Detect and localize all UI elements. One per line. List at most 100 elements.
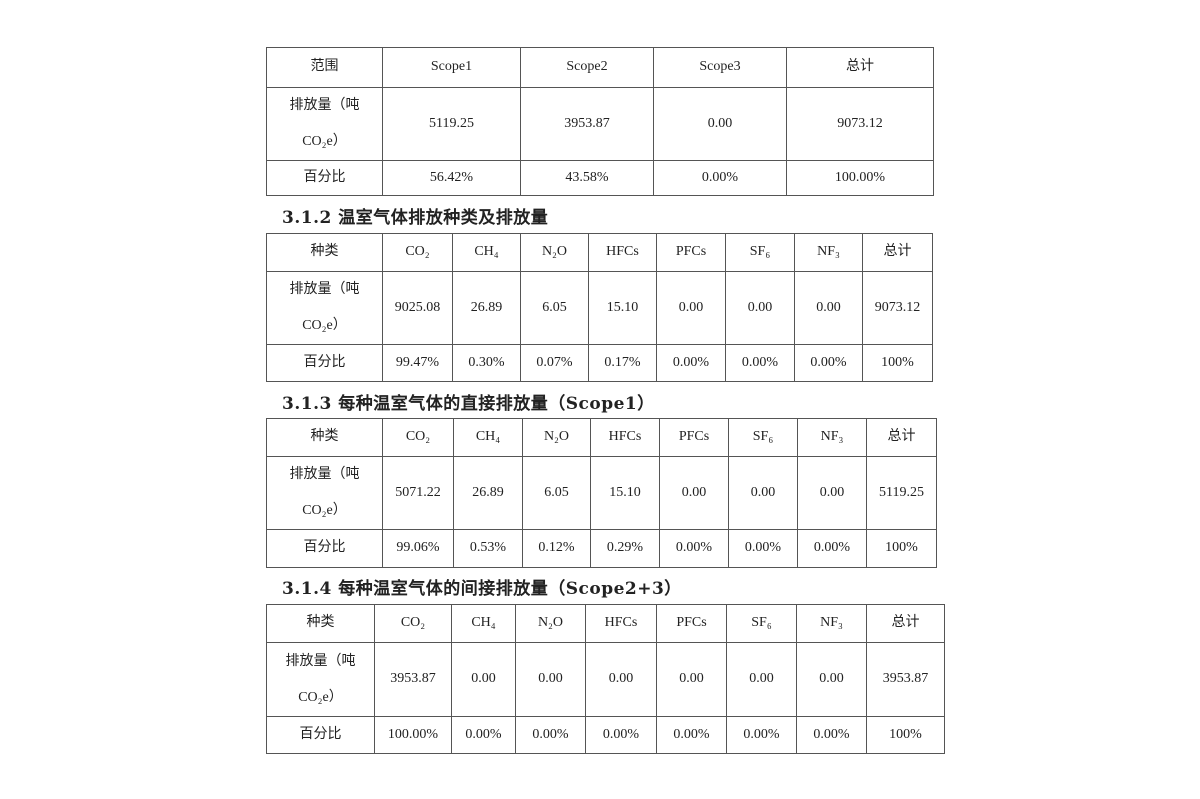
header-cell: N₂O (520, 233, 589, 272)
value-cell: 0.00% (515, 716, 586, 754)
table-row: 百分比 56.42% 43.58% 0.00% 100.00% (266, 160, 934, 196)
value-cell: 100% (862, 344, 933, 382)
value-cell: 0.00% (794, 344, 863, 382)
section-heading: 3.1.2 温室气体排放种类及排放量 (282, 208, 549, 228)
row-label-cell: 百分比 (266, 160, 383, 196)
header-cell: CH₄ (451, 604, 516, 643)
value-cell: 99.06% (382, 529, 454, 568)
value-cell: 0.00% (796, 716, 867, 754)
header-cell: PFCs (656, 233, 726, 272)
header-cell: HFCs (585, 604, 657, 643)
header-cell: 种类 (266, 604, 375, 643)
emissions-table: 种类 CO₂ CH₄ N₂O HFCs PFCs SF₆ NF₃ 总计 排放量（吨CO₂e） 507… (266, 418, 937, 568)
header-cell: HFCs (588, 233, 657, 272)
header-cell: Scope2 (520, 47, 654, 88)
row-label-cell: 百分比 (266, 344, 383, 382)
value-cell: 0.00 (725, 271, 795, 345)
value-cell: 5119.25 (866, 456, 937, 530)
value-cell: 0.00 (656, 642, 727, 717)
row-label-cell: 排放量（吨CO₂e） (266, 87, 383, 161)
value-cell: 5071.22 (382, 456, 454, 530)
value-cell: 0.00% (659, 529, 729, 568)
value-cell: 0.00 (653, 87, 787, 161)
header-cell: 总计 (862, 233, 933, 272)
value-cell: 0.00% (653, 160, 787, 196)
value-cell: 0.00 (656, 271, 726, 345)
header-cell: Scope1 (382, 47, 521, 88)
table-row: 排放量（吨CO₂e） 3953.87 0.00 0.00 0.00 0.00 0.00 0.0… (266, 642, 945, 717)
header-cell: NF₃ (797, 418, 867, 457)
value-cell: 3953.87 (374, 642, 452, 717)
value-cell: 100.00% (374, 716, 452, 754)
header-cell: NF₃ (796, 604, 867, 643)
header-cell: CH₄ (452, 233, 521, 272)
header-cell: PFCs (656, 604, 727, 643)
table-row: 排放量（吨CO₂e） 9025.08 26.89 6.05 15.10 0.00 0.00 0… (266, 271, 933, 345)
table-header-row: 种类 CO₂ CH₄ N₂O HFCs PFCs SF₆ NF₃ 总计 (266, 233, 933, 272)
value-cell: 0.00 (515, 642, 586, 717)
value-cell: 100% (866, 716, 945, 754)
table-row: 百分比 99.47% 0.30% 0.07% 0.17% 0.00% 0.00% 0.00% 1… (266, 344, 933, 382)
value-cell: 0.00% (797, 529, 867, 568)
row-label-cell: 排放量（吨CO₂e） (266, 642, 375, 717)
emissions-table: 范围 Scope1 Scope2 Scope3 总计 排放量（吨CO₂e） 5119.25 3… (266, 47, 934, 196)
row-label-cell: 排放量（吨CO₂e） (266, 271, 383, 345)
table-header-row: 种类 CO₂ CH₄ N₂O HFCs PFCs SF₆ NF₃ 总计 (266, 604, 945, 643)
value-cell: 0.00% (656, 716, 727, 754)
table-row: 排放量（吨CO₂e） 5119.25 3953.87 0.00 9073.12 (266, 87, 934, 161)
header-cell: N₂O (515, 604, 586, 643)
value-cell: 3953.87 (520, 87, 654, 161)
value-cell: 0.00 (796, 642, 867, 717)
value-cell: 3953.87 (866, 642, 945, 717)
header-cell: CO₂ (382, 418, 454, 457)
row-label-cell: 排放量（吨CO₂e） (266, 456, 383, 530)
row-label-cell: 百分比 (266, 716, 375, 754)
value-cell: 0.07% (520, 344, 589, 382)
value-cell: 100.00% (786, 160, 934, 196)
value-cell: 0.00% (451, 716, 516, 754)
header-cell: HFCs (590, 418, 660, 457)
value-cell: 0.53% (453, 529, 523, 568)
section-heading: 3.1.3 每种温室气体的直接排放量（Scope1） (282, 394, 655, 414)
header-cell: SF₆ (726, 604, 797, 643)
value-cell: 15.10 (588, 271, 657, 345)
value-cell: 0.00 (794, 271, 863, 345)
value-cell: 0.29% (590, 529, 660, 568)
row-label-cell: 百分比 (266, 529, 383, 568)
table-header-row: 范围 Scope1 Scope2 Scope3 总计 (266, 47, 934, 88)
value-cell: 0.17% (588, 344, 657, 382)
value-cell: 9073.12 (862, 271, 933, 345)
value-cell: 0.00 (585, 642, 657, 717)
emissions-table: 种类 CO₂ CH₄ N₂O HFCs PFCs SF₆ NF₃ 总计 排放量（吨CO₂e） 395… (266, 604, 945, 754)
value-cell: 0.00 (726, 642, 797, 717)
value-cell: 9073.12 (786, 87, 934, 161)
header-cell: 种类 (266, 233, 383, 272)
value-cell: 0.00 (728, 456, 798, 530)
value-cell: 0.00% (656, 344, 726, 382)
value-cell: 100% (866, 529, 937, 568)
value-cell: 0.30% (452, 344, 521, 382)
table-row: 百分比 100.00% 0.00% 0.00% 0.00% 0.00% 0.00% 0.00%… (266, 716, 945, 754)
header-cell: NF₃ (794, 233, 863, 272)
value-cell: 56.42% (382, 160, 521, 196)
value-cell: 0.00 (451, 642, 516, 717)
header-cell: 种类 (266, 418, 383, 457)
header-cell: 范围 (266, 47, 383, 88)
value-cell: 26.89 (453, 456, 523, 530)
value-cell: 43.58% (520, 160, 654, 196)
table-header-row: 种类 CO₂ CH₄ N₂O HFCs PFCs SF₆ NF₃ 总计 (266, 418, 937, 457)
value-cell: 6.05 (522, 456, 591, 530)
value-cell: 0.12% (522, 529, 591, 568)
value-cell: 0.00% (585, 716, 657, 754)
header-cell: 总计 (786, 47, 934, 88)
header-cell: 总计 (866, 604, 945, 643)
header-cell: CH₄ (453, 418, 523, 457)
header-cell: SF₆ (728, 418, 798, 457)
section-heading: 3.1.4 每种温室气体的间接排放量（Scope2+3） (282, 579, 682, 599)
header-cell: 总计 (866, 418, 937, 457)
value-cell: 0.00% (725, 344, 795, 382)
header-cell: CO₂ (382, 233, 453, 272)
header-cell: Scope3 (653, 47, 787, 88)
value-cell: 99.47% (382, 344, 453, 382)
emissions-table: 种类 CO₂ CH₄ N₂O HFCs PFCs SF₆ NF₃ 总计 排放量（吨CO₂e） 902… (266, 233, 933, 382)
